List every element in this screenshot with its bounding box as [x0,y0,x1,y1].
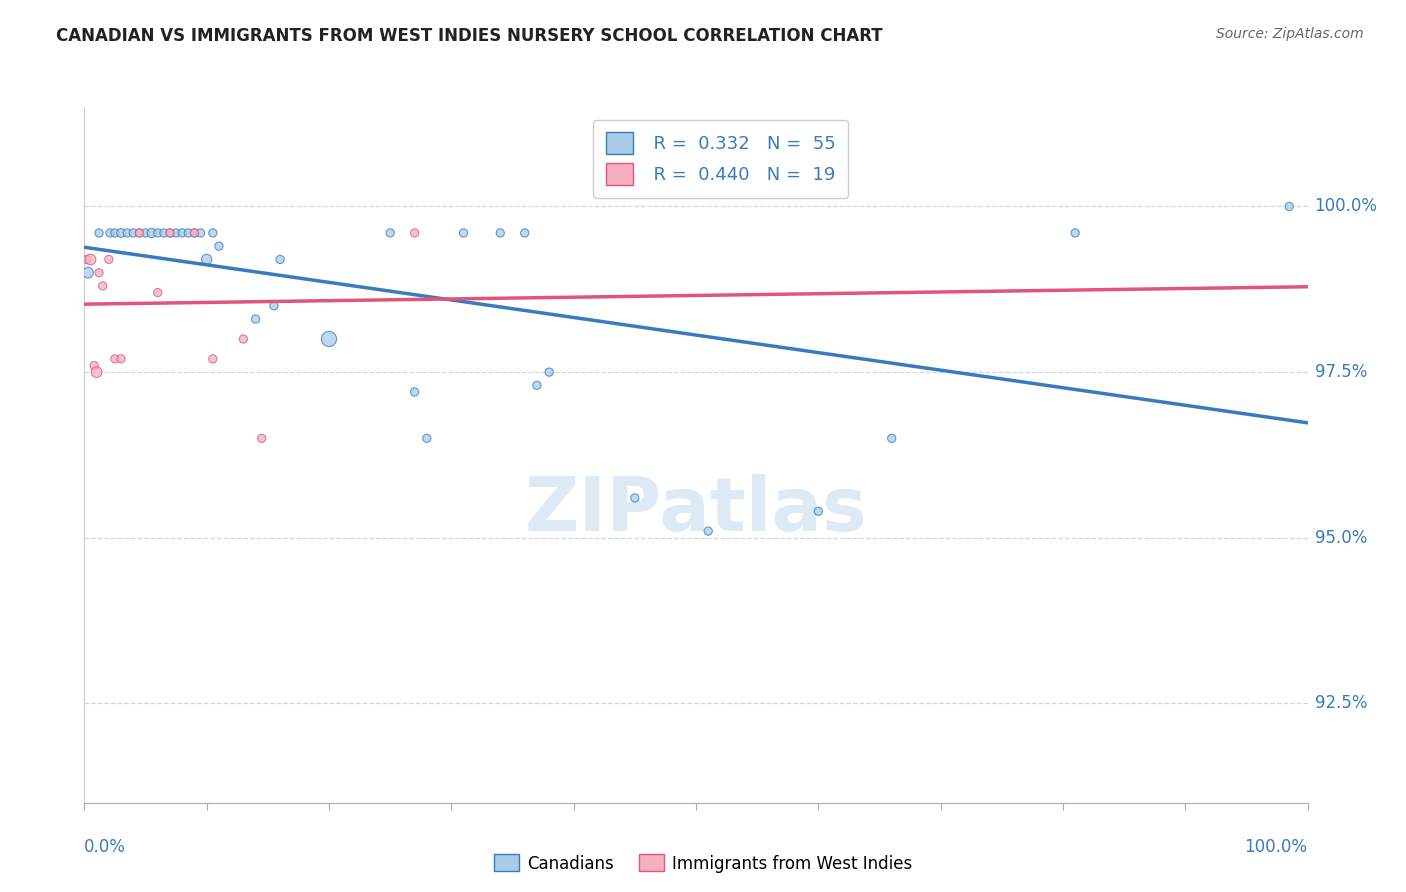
Point [172,226,194,240]
Point [380,226,402,240]
Point [159,226,181,240]
Legend:   R =  0.332   N =  55,   R =  0.440   N =  19: R = 0.332 N = 55, R = 0.440 N = 19 [593,120,848,198]
Text: 92.5%: 92.5% [1315,694,1367,713]
Text: 100.0%: 100.0% [1244,838,1308,856]
Point [453,226,475,240]
Point [404,384,426,399]
Point [91,279,114,293]
Point [416,431,439,445]
Point [489,226,512,240]
Point [153,226,176,240]
Point [624,491,647,505]
Point [77,266,100,280]
Point [87,226,110,240]
Point [110,351,132,366]
Point [318,332,340,346]
Point [76,252,98,267]
Point [269,252,291,267]
Point [538,365,561,379]
Point [1064,226,1087,240]
Point [141,226,163,240]
Point [195,252,218,267]
Point [880,431,903,445]
Point [263,299,285,313]
Point [86,365,108,379]
Point [232,332,254,346]
Point [110,226,132,240]
Point [128,226,150,240]
Point [128,226,150,240]
Point [146,226,169,240]
Point [183,226,205,240]
Point [79,252,101,267]
Point [245,312,267,326]
Point [697,524,720,538]
Point [97,252,120,267]
Point [83,359,105,373]
Point [146,285,169,300]
Point [87,266,110,280]
Point [135,226,157,240]
Text: ZIPatlas: ZIPatlas [524,474,868,547]
Text: 97.5%: 97.5% [1315,363,1367,381]
Point [104,226,127,240]
Point [122,226,145,240]
Point [1278,199,1301,213]
Point [183,226,205,240]
Text: 0.0%: 0.0% [84,838,127,856]
Text: 95.0%: 95.0% [1315,529,1367,547]
Point [404,226,426,240]
Legend: Canadians, Immigrants from West Indies: Canadians, Immigrants from West Indies [486,847,920,880]
Point [526,378,548,392]
Point [250,431,273,445]
Point [201,226,224,240]
Point [190,226,212,240]
Point [201,351,224,366]
Point [98,226,121,240]
Point [177,226,200,240]
Text: 100.0%: 100.0% [1315,197,1378,216]
Text: Source: ZipAtlas.com: Source: ZipAtlas.com [1216,27,1364,41]
Point [208,239,231,253]
Point [165,226,187,240]
Point [159,226,181,240]
Point [513,226,536,240]
Text: CANADIAN VS IMMIGRANTS FROM WEST INDIES NURSERY SCHOOL CORRELATION CHART: CANADIAN VS IMMIGRANTS FROM WEST INDIES … [56,27,883,45]
Point [807,504,830,518]
Point [115,226,138,240]
Point [104,351,127,366]
